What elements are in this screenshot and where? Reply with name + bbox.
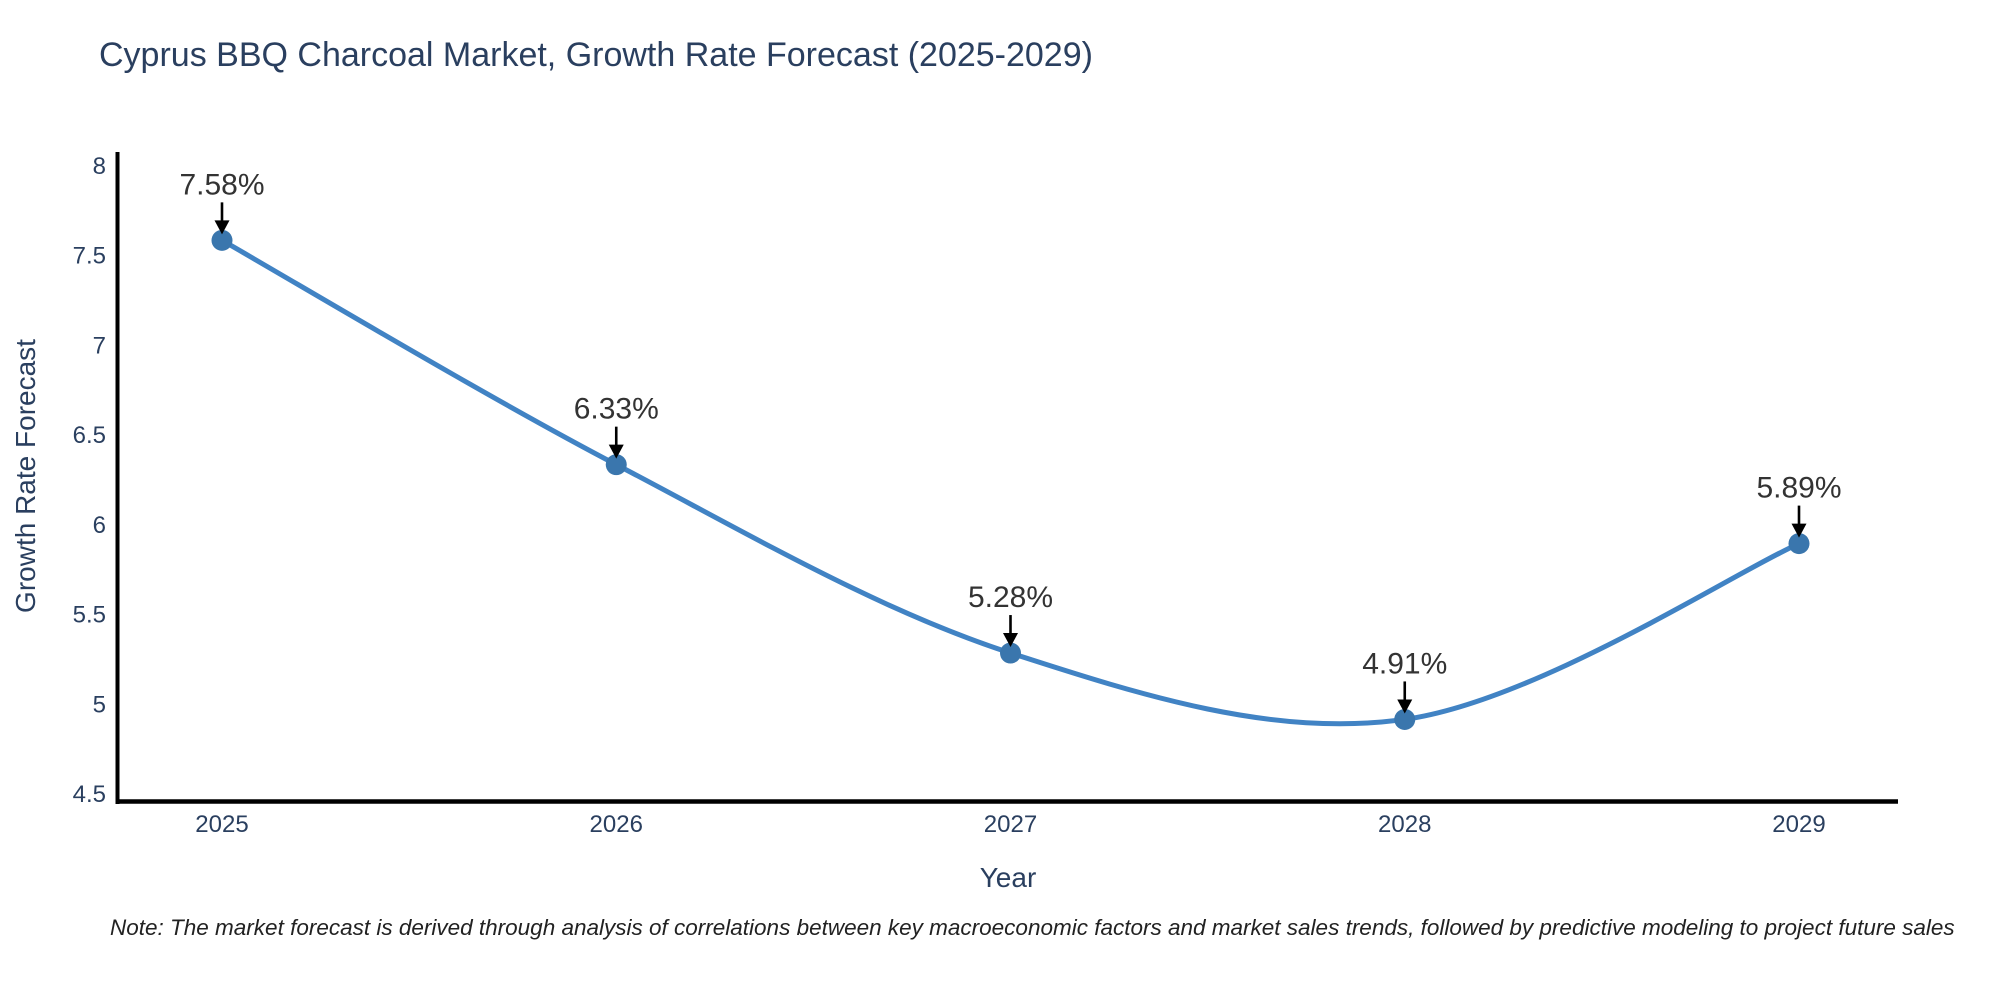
chart-title: Cyprus BBQ Charcoal Market, Growth Rate …	[99, 36, 1093, 74]
y-tick-label: 6	[93, 512, 106, 539]
annotation-arrowhead-icon	[1003, 633, 1018, 648]
y-tick-label: 7	[93, 332, 106, 359]
x-axis-tick-labels: 2025 2026 2027 2028 2029	[195, 811, 1825, 838]
x-tick-label: 2028	[1378, 811, 1431, 838]
x-tick-label: 2027	[984, 811, 1037, 838]
x-tick-label: 2026	[590, 811, 643, 838]
point-annotation-label: 7.58%	[179, 168, 264, 201]
y-tick-label: 5.5	[73, 602, 106, 629]
footnote: Note: The market forecast is derived thr…	[110, 915, 1955, 940]
y-tick-label: 7.5	[73, 243, 106, 270]
point-annotation-label: 5.89%	[1756, 472, 1841, 505]
y-tick-label: 4.5	[73, 781, 106, 808]
annotation-arrowhead-icon	[214, 220, 230, 235]
point-annotation-label: 4.91%	[1362, 647, 1447, 680]
y-tick-label: 5	[93, 691, 106, 718]
data-point-marker	[1394, 708, 1416, 730]
x-tick-label: 2029	[1772, 811, 1825, 838]
data-point-markers	[211, 229, 1810, 730]
data-point-marker	[1788, 533, 1810, 555]
y-tick-label: 8	[93, 153, 106, 180]
point-annotations: 7.58% 6.33% 5.28% 4.91% 5.89%	[179, 168, 1842, 714]
data-point-marker	[605, 454, 627, 476]
annotation-arrowhead-icon	[1397, 699, 1413, 714]
y-tick-label: 6.5	[73, 422, 106, 449]
annotation-arrowhead-icon	[608, 444, 624, 459]
data-point-marker	[211, 229, 233, 251]
x-tick-label: 2025	[195, 811, 248, 838]
data-point-marker	[1000, 642, 1021, 664]
point-annotation-label: 5.28%	[968, 581, 1053, 614]
x-axis-title: Year	[980, 862, 1037, 893]
y-axis-title: Growth Rate Forecast	[10, 339, 41, 613]
point-annotation-label: 6.33%	[574, 393, 659, 426]
annotation-arrowhead-icon	[1791, 523, 1807, 538]
y-axis-tick-labels: 8 7.5 7 6.5 6 5.5 5 4.5	[73, 153, 106, 808]
